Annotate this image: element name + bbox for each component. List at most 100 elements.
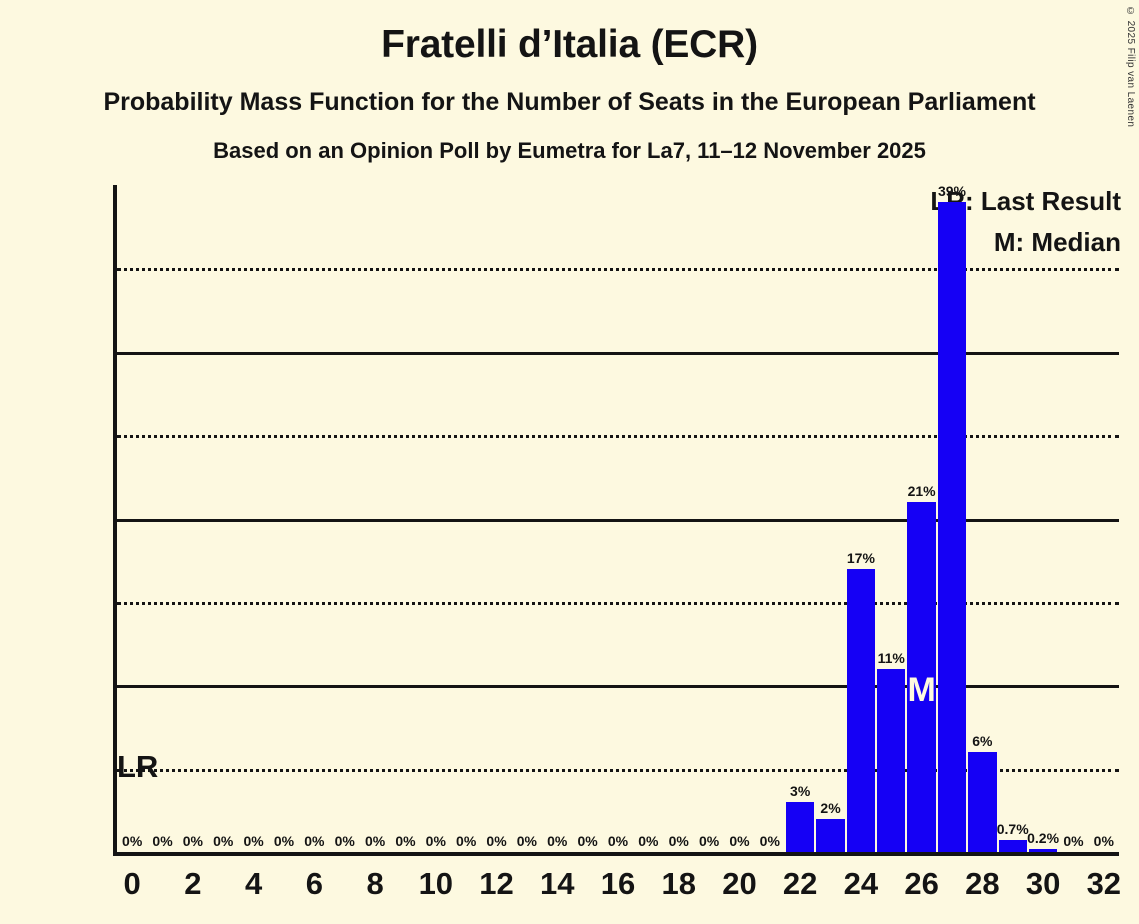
- bar-slot[interactable]: 0%: [390, 185, 420, 852]
- bar-value-label: 0%: [182, 833, 204, 849]
- x-axis-tick-label: 32: [1086, 866, 1122, 901]
- x-axis-tick-label: 10: [418, 866, 454, 901]
- bar-slot[interactable]: 0%: [664, 185, 694, 852]
- bar-value-label: 21%: [907, 482, 936, 499]
- bar-slot[interactable]: 0%: [421, 185, 451, 852]
- bar-slot[interactable]: 0%: [299, 185, 329, 852]
- bar-value-label: 0%: [364, 833, 386, 849]
- bar-value-label: 0%: [395, 833, 416, 849]
- bar-slot[interactable]: 0.7%: [996, 185, 1029, 852]
- x-axis: [113, 852, 1119, 856]
- bar-slot[interactable]: 0%: [724, 185, 754, 852]
- bar[interactable]: [998, 840, 1027, 852]
- bar-slot[interactable]: 0%: [603, 185, 633, 852]
- x-axis-tick-label: 12: [479, 866, 514, 901]
- bar[interactable]: [1028, 848, 1058, 852]
- bar-value-label: 3%: [790, 782, 811, 799]
- bar-slot[interactable]: 21% M: [906, 185, 936, 852]
- chart-source-line: Based on an Opinion Poll by Eumetra for …: [213, 138, 926, 163]
- bar-slot[interactable]: 17%: [846, 185, 876, 852]
- x-axis-tick-label: 8: [366, 866, 384, 901]
- bar-slot[interactable]: 0%: [633, 185, 663, 852]
- last-result-marker: LR: [117, 748, 159, 784]
- x-axis-labels: 0 2 4 6 8 10 12 14 16 18 20 22 24 26 28 30 32: [117, 866, 1122, 914]
- bar-value-label: 0%: [304, 833, 325, 849]
- bar-slot[interactable]: 0%: [117, 185, 147, 852]
- bar-slot[interactable]: 11%: [876, 185, 906, 852]
- bar-value-label: 0%: [577, 833, 598, 849]
- x-axis-tick-label: 20: [722, 866, 757, 901]
- bar[interactable]: [877, 668, 906, 852]
- legend-median: M: Median: [993, 227, 1121, 257]
- bar-slot[interactable]: 0%: [360, 185, 390, 852]
- bar-slot[interactable]: 0%: [451, 185, 481, 852]
- bar-slot[interactable]: 2%: [815, 185, 845, 852]
- y-axis: [113, 185, 117, 852]
- bar-value-label: 0%: [486, 833, 507, 849]
- bar-value-label: 0.2%: [1027, 829, 1060, 846]
- bar-value-label: 0%: [425, 833, 446, 849]
- bar-value-label: 0%: [698, 833, 720, 849]
- gridline-dotted: [117, 768, 1119, 772]
- bar-series: 0% 0% 0% 0% 0% 0% 0% 0% 0% 0% 0% 0% 0% 0% 0% 0% 0% 0% 0% 0%…: [117, 183, 1119, 852]
- bar[interactable]: [816, 818, 845, 852]
- bar-value-label: 2%: [820, 799, 841, 816]
- chart-subtitle: Probability Mass Function for the Number…: [103, 88, 1036, 116]
- bar[interactable]: [907, 501, 936, 852]
- x-axis-tick-label: 30: [1025, 866, 1061, 901]
- bar-slot[interactable]: 0%: [208, 185, 238, 852]
- bar-slot[interactable]: 0%: [542, 185, 572, 852]
- gridline-solid: [117, 351, 1119, 355]
- bar-slot[interactable]: 0%: [238, 185, 268, 852]
- gridline-solid: [117, 685, 1119, 689]
- bar[interactable]: [846, 568, 876, 852]
- bar-value-label: 0%: [607, 833, 629, 849]
- bar-value-label: 0%: [759, 833, 780, 849]
- x-axis-tick-label: 18: [661, 866, 696, 901]
- bar-value-label: 0%: [516, 833, 538, 849]
- bar-slot[interactable]: 0%: [512, 185, 542, 852]
- bar-slot[interactable]: 3%: [785, 185, 815, 852]
- plot-area: 10%20%30% 0%0%0%0%0%0%0%0%0%0%0%0%0%0%0%…: [113, 183, 1119, 856]
- bar[interactable]: [968, 751, 997, 852]
- bar-slot[interactable]: 39%: [937, 183, 967, 852]
- bar-slot[interactable]: 0%: [755, 185, 785, 852]
- x-axis-tick-label: 28: [965, 866, 1000, 901]
- bar-slot[interactable]: 6%: [967, 185, 997, 852]
- x-axis-tick-label: 6: [305, 866, 323, 901]
- x-axis-tick-label: 2: [184, 866, 202, 901]
- bar-slot[interactable]: 0%: [269, 185, 299, 852]
- x-axis-tick-label: 14: [540, 866, 575, 901]
- bar-slot[interactable]: 0%: [572, 185, 602, 852]
- bar-value-label: 0%: [152, 833, 173, 849]
- bar-value-label: 0%: [243, 833, 264, 849]
- bar-slot[interactable]: 0%: [481, 185, 511, 852]
- gridline-dotted: [117, 268, 1119, 272]
- bar-value-label: 0%: [729, 833, 750, 849]
- bar-value-label: 11%: [877, 649, 905, 666]
- x-axis-tick-label: 16: [600, 866, 636, 901]
- bar-slot[interactable]: 0%: [330, 185, 360, 852]
- bar-slot[interactable]: 0%: [147, 185, 177, 852]
- bar-value-label: 17%: [846, 549, 875, 566]
- bar-value-label: 6%: [972, 732, 993, 749]
- bar-value-label: 0.7%: [996, 821, 1029, 838]
- bar-slot[interactable]: 0.2%: [1027, 185, 1060, 852]
- x-axis-tick-label: 24: [843, 866, 879, 901]
- bar[interactable]: [937, 201, 967, 852]
- bar-slot[interactable]: 0%: [1089, 185, 1119, 852]
- gridline-dotted: [117, 601, 1119, 605]
- bar-slot[interactable]: 0%: [178, 185, 208, 852]
- bar-value-label: 0%: [1093, 833, 1114, 849]
- bar-value-label: 0%: [273, 833, 295, 849]
- bar-value-label: 0%: [668, 833, 689, 849]
- bar-slot[interactable]: 0%: [1058, 185, 1088, 852]
- bar-slot[interactable]: 0%: [694, 185, 724, 852]
- bar-value-label: 0%: [456, 833, 477, 849]
- bar-value-label: 0%: [213, 833, 234, 849]
- bar[interactable]: [786, 801, 815, 852]
- x-axis-tick-label: 4: [245, 866, 263, 901]
- bar-value-label: 0%: [638, 833, 659, 849]
- x-axis-tick-label: 0: [123, 866, 141, 901]
